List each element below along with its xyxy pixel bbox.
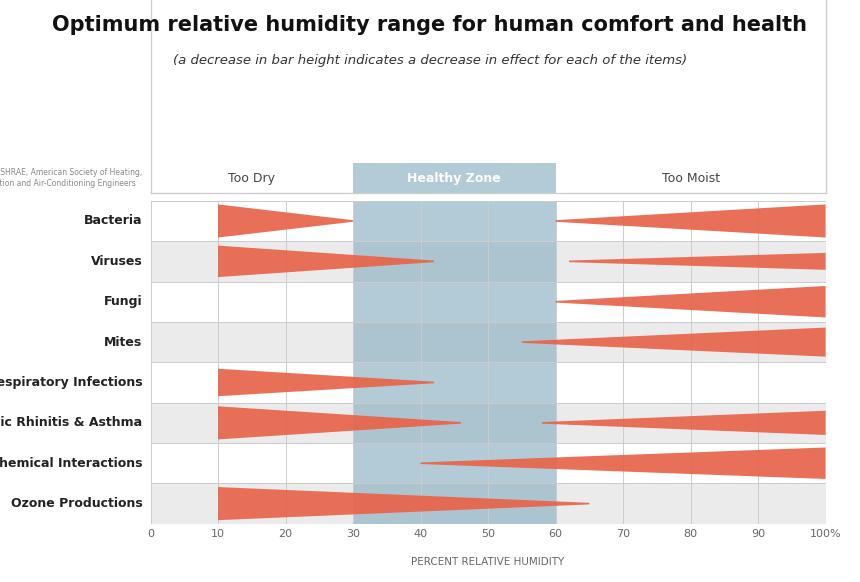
Polygon shape bbox=[218, 204, 353, 237]
Text: Bacteria: Bacteria bbox=[84, 215, 143, 228]
Polygon shape bbox=[556, 204, 826, 237]
Polygon shape bbox=[218, 406, 461, 439]
Polygon shape bbox=[218, 369, 434, 396]
Text: Too Moist: Too Moist bbox=[661, 172, 720, 184]
Bar bbox=[150, 241, 826, 282]
Bar bbox=[150, 403, 826, 443]
Text: (a decrease in bar height indicates a decrease in effect for each of the items): (a decrease in bar height indicates a de… bbox=[173, 54, 687, 66]
Text: Ozone Productions: Ozone Productions bbox=[10, 497, 143, 510]
Text: Optimum relative humidity range for human comfort and health: Optimum relative humidity range for huma… bbox=[52, 15, 808, 34]
Polygon shape bbox=[218, 487, 589, 520]
Polygon shape bbox=[556, 286, 826, 317]
Polygon shape bbox=[542, 411, 826, 435]
Text: Chemical Interactions: Chemical Interactions bbox=[0, 457, 143, 470]
Bar bbox=[150, 322, 826, 362]
Text: PERCENT RELATIVE HUMIDITY: PERCENT RELATIVE HUMIDITY bbox=[411, 558, 565, 567]
Bar bbox=[353, 201, 556, 524]
Text: Too Dry: Too Dry bbox=[228, 172, 275, 184]
Text: Allergic Rhinitis & Asthma: Allergic Rhinitis & Asthma bbox=[0, 416, 143, 430]
Text: Healthy Zone: Healthy Zone bbox=[408, 172, 501, 184]
Polygon shape bbox=[522, 328, 826, 357]
Text: Source: ASHRAE, American Society of Heating,
Refrigeration and Air-Conditioning : Source: ASHRAE, American Society of Heat… bbox=[0, 168, 143, 188]
Polygon shape bbox=[421, 448, 826, 479]
Polygon shape bbox=[569, 253, 826, 270]
Text: Respiratory Infections: Respiratory Infections bbox=[0, 376, 143, 389]
Text: Viruses: Viruses bbox=[90, 255, 143, 268]
Text: Fungi: Fungi bbox=[104, 295, 143, 308]
Bar bbox=[150, 484, 826, 524]
Text: Mites: Mites bbox=[104, 336, 143, 349]
Bar bbox=[353, 163, 556, 193]
Polygon shape bbox=[218, 246, 434, 277]
